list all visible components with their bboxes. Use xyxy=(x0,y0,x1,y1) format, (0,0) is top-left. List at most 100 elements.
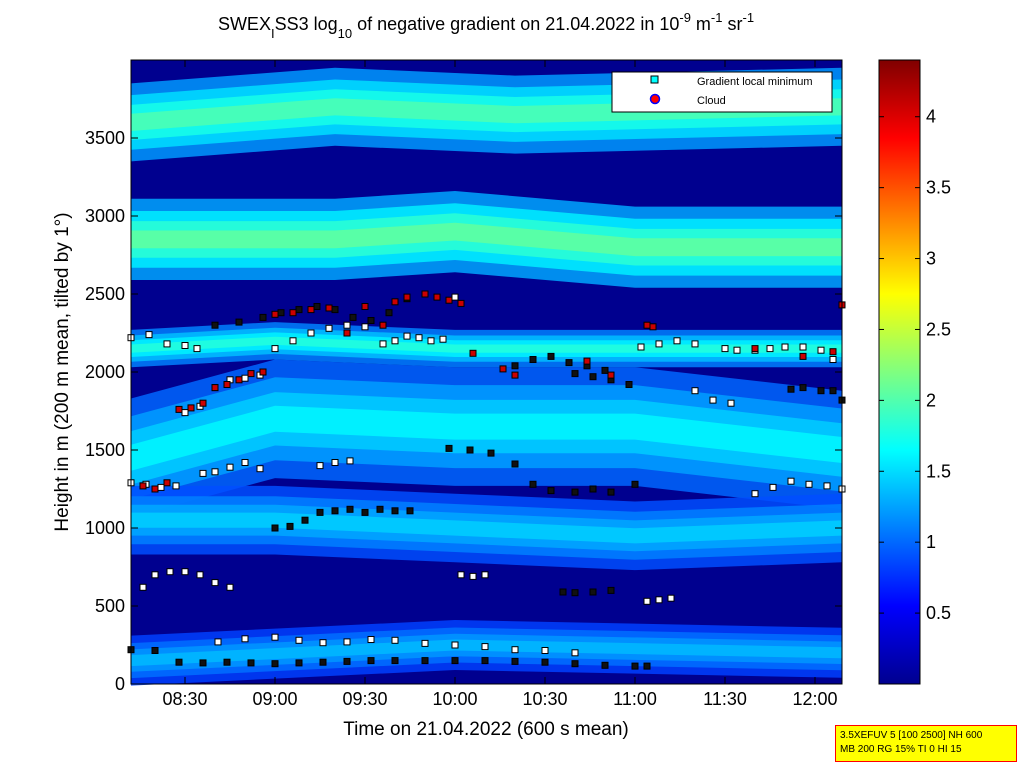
cloud-marker xyxy=(511,371,519,379)
minimum-marker xyxy=(343,657,351,665)
minimum-marker xyxy=(529,356,537,363)
cloud-marker xyxy=(499,365,507,373)
minimum-marker xyxy=(817,346,825,354)
minimum-marker xyxy=(313,303,321,310)
minimum-marker xyxy=(451,641,459,649)
title-prefix: SWEX xyxy=(218,14,271,34)
minimum-marker xyxy=(361,323,369,331)
cloud-marker xyxy=(307,306,315,314)
minimum-marker xyxy=(379,340,387,348)
minimum-marker xyxy=(331,507,339,515)
info-box: 3.5XEFUV 5 [100 2500] NH 600 MB 200 RG 1… xyxy=(835,725,1017,762)
minimum-marker xyxy=(415,334,423,342)
legend-cloud-marker xyxy=(649,93,661,105)
minimum-marker xyxy=(247,659,255,667)
cloud-marker xyxy=(751,345,759,353)
legend-box xyxy=(611,71,833,113)
minimum-marker xyxy=(637,343,645,351)
info-line-1: 3.5XEFUV 5 [100 2500] NH 600 xyxy=(840,730,983,741)
colorbar-tick-label: 4 xyxy=(926,107,936,127)
minimum-marker xyxy=(721,345,729,353)
minimum-marker xyxy=(295,636,303,644)
minimum-marker xyxy=(391,507,399,515)
y-tick-label: 1500 xyxy=(85,440,125,460)
heat-band-0-3 xyxy=(131,405,842,471)
minimum-marker xyxy=(193,345,201,353)
minimum-marker xyxy=(589,485,597,493)
minimum-marker xyxy=(316,508,324,516)
minimum-marker xyxy=(151,571,159,579)
minimum-marker xyxy=(343,638,351,646)
colorbar-tick-label: 1.5 xyxy=(926,461,951,481)
minimum-marker xyxy=(361,508,369,516)
minimum-marker xyxy=(166,568,174,576)
colorbar-ticks: 0.5 1 1.5 2 2.5 3 3.5 4 xyxy=(879,107,951,623)
x-tick-label: 08:30 xyxy=(162,689,207,709)
plot-area xyxy=(127,59,846,686)
title-sup3: -1 xyxy=(742,10,754,25)
minimum-marker xyxy=(643,597,651,605)
y-tick-label: 500 xyxy=(95,596,125,616)
minimum-marker xyxy=(271,345,279,353)
minimum-marker xyxy=(286,522,294,530)
minimum-marker xyxy=(175,658,183,666)
title-sup2: -1 xyxy=(711,10,723,25)
minimum-marker xyxy=(151,647,159,654)
legend-minimum-marker xyxy=(650,75,659,84)
minimum-marker xyxy=(733,346,741,354)
minimum-marker xyxy=(214,638,222,646)
minimum-marker xyxy=(367,636,375,643)
minimum-marker xyxy=(241,374,249,382)
x-tick-label: 10:00 xyxy=(432,689,477,709)
minimum-marker xyxy=(751,490,759,498)
minimum-marker xyxy=(787,477,795,485)
minimum-marker xyxy=(769,483,777,491)
minimum-marker xyxy=(511,657,519,665)
cloud-marker xyxy=(259,368,267,376)
minimum-marker xyxy=(823,482,831,490)
minimum-marker xyxy=(145,331,153,339)
minimum-marker xyxy=(346,505,354,513)
minimum-marker xyxy=(319,639,327,647)
cloud-marker xyxy=(235,376,243,384)
cloud-marker xyxy=(361,303,369,310)
minimum-marker xyxy=(226,583,234,591)
title-sub2: 10 xyxy=(338,26,352,41)
colorbar-tick-label: 0.5 xyxy=(926,603,951,623)
minimum-marker xyxy=(241,459,249,466)
minimum-marker xyxy=(691,387,699,395)
minimum-marker xyxy=(271,633,279,641)
minimum-marker xyxy=(199,659,207,667)
minimum-marker xyxy=(766,345,774,353)
minimum-marker xyxy=(406,507,414,515)
minimum-marker xyxy=(607,586,615,594)
cloud-marker xyxy=(199,399,207,407)
minimum-marker xyxy=(427,337,435,345)
minimum-marker xyxy=(349,313,357,321)
minimum-marker xyxy=(691,340,699,348)
minimum-marker xyxy=(655,340,663,348)
cloud-marker xyxy=(343,329,351,337)
minimum-marker xyxy=(571,488,579,496)
minimum-marker xyxy=(199,469,207,477)
minimum-marker xyxy=(487,449,495,457)
minimum-marker xyxy=(727,399,735,407)
minimum-marker xyxy=(196,571,204,579)
minimum-marker xyxy=(829,387,837,395)
minimum-marker xyxy=(466,446,474,454)
minimum-marker xyxy=(781,343,789,351)
minimum-marker xyxy=(787,385,795,393)
minimum-marker xyxy=(457,571,465,579)
colorbar-gradient xyxy=(878,59,921,685)
minimum-marker xyxy=(325,324,333,332)
y-tick-label: 3000 xyxy=(85,206,125,226)
minimum-marker xyxy=(391,636,399,644)
x-tick-label: 09:00 xyxy=(252,689,297,709)
cloud-marker xyxy=(187,404,195,412)
minimum-marker xyxy=(331,459,339,466)
minimum-marker xyxy=(139,583,147,591)
minimum-marker xyxy=(451,657,459,665)
minimum-marker xyxy=(421,657,429,665)
minimum-marker xyxy=(511,646,519,654)
minimum-marker xyxy=(529,480,537,488)
